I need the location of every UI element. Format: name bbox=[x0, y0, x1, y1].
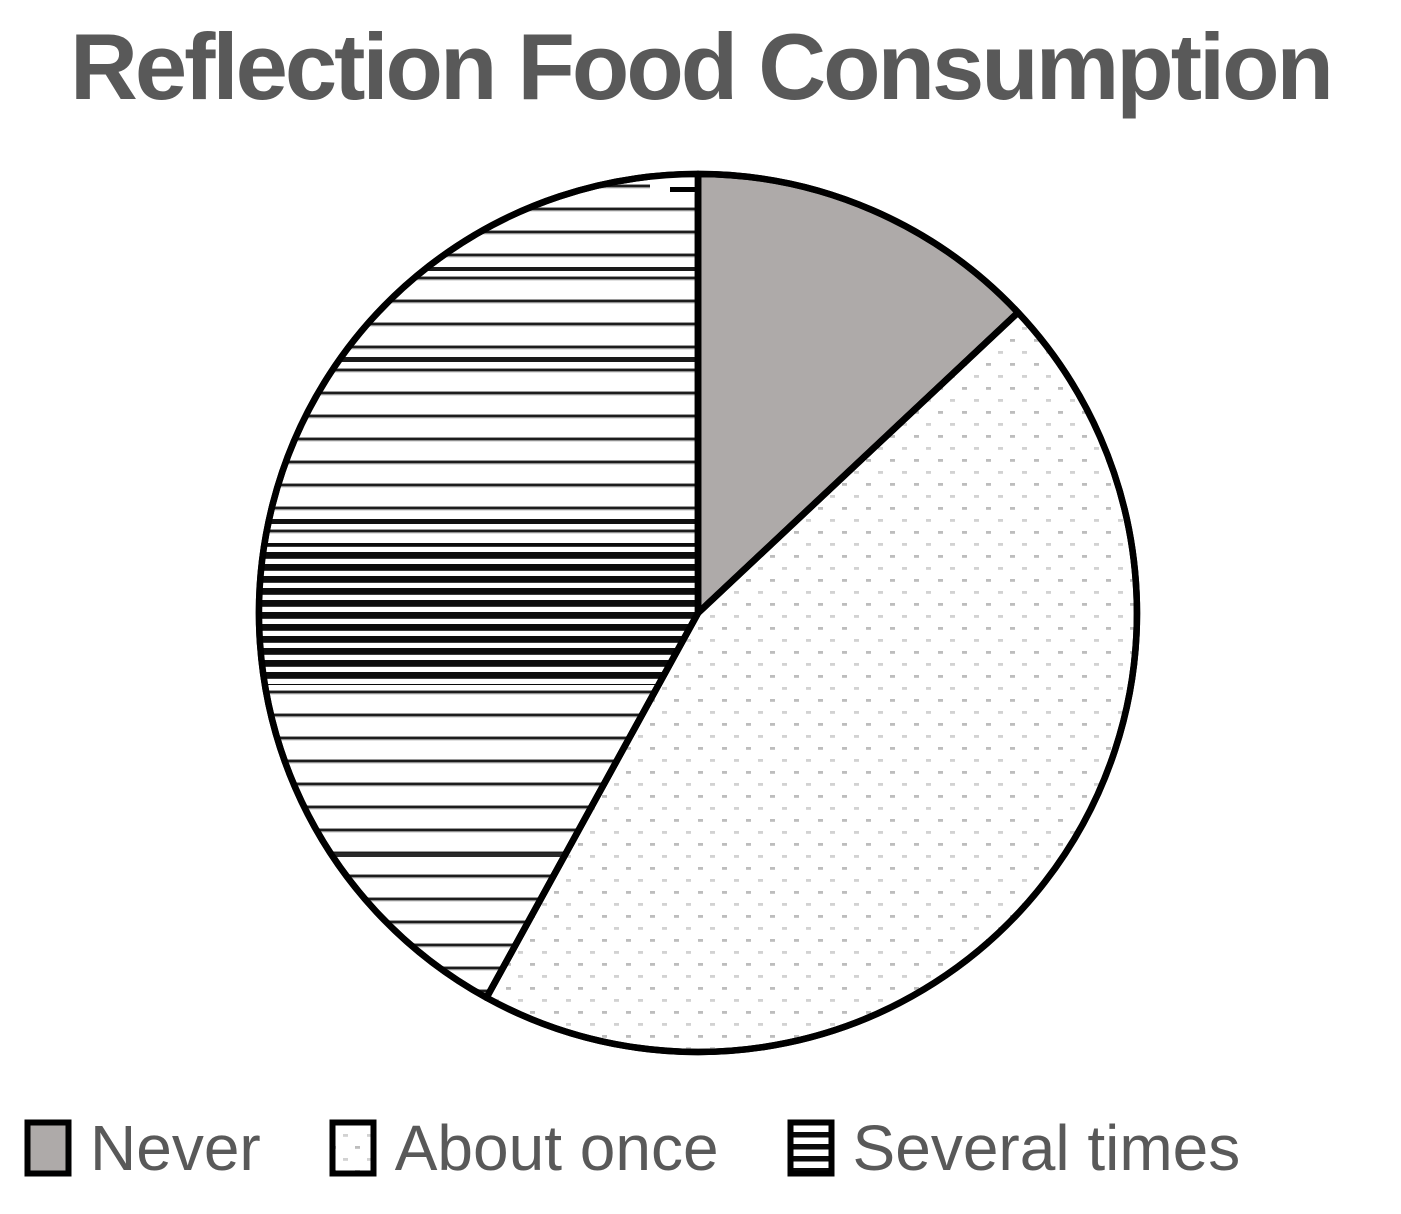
legend-swatch-solid-gray-icon bbox=[24, 1119, 72, 1177]
legend-label-several-times: Several times bbox=[852, 1112, 1241, 1184]
chart-legend: Never About once Several times bbox=[24, 1116, 1394, 1180]
legend-item-several-times: Several times bbox=[787, 1112, 1241, 1184]
chart-title: Reflection Food Consumption bbox=[70, 14, 1334, 119]
legend-item-never: Never bbox=[24, 1116, 261, 1180]
legend-item-about-once: About once bbox=[329, 1116, 719, 1180]
legend-label-never: Never bbox=[90, 1112, 261, 1184]
legend-label-about-once: About once bbox=[394, 1112, 719, 1184]
hatch-moire-overlay bbox=[258, 174, 698, 857]
legend-swatch-horizontal-lines-icon bbox=[787, 1119, 835, 1177]
legend-swatch-dotted-icon bbox=[329, 1119, 377, 1177]
